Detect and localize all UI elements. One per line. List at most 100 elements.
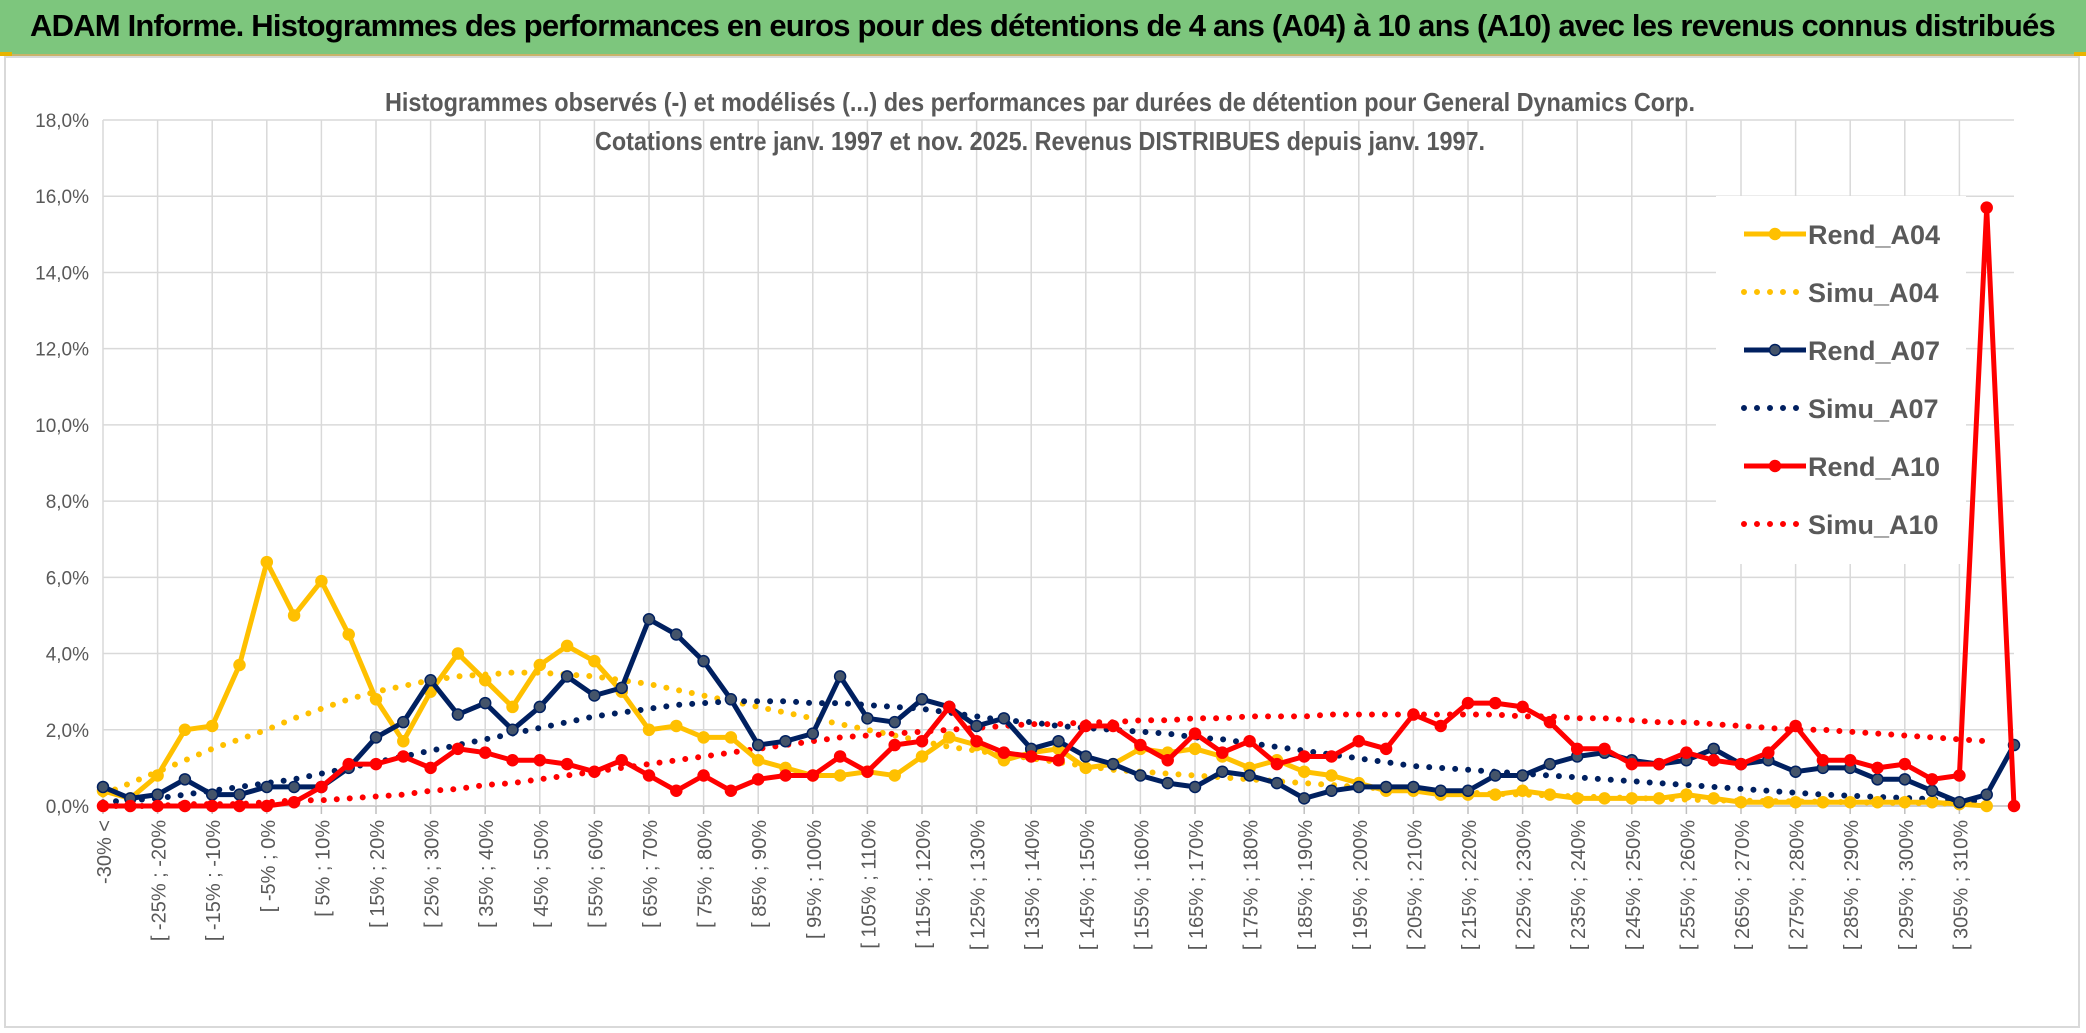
series-point-rend_a10 [342,757,355,771]
y-tick-label: 14,0% [35,263,89,284]
series-point-rend_a10 [1352,734,1366,748]
series-point-rend_a04 [533,658,547,672]
series-point-rend_a04 [1079,761,1093,775]
series-point-rend_a10 [806,769,820,782]
series-point-rend_a10 [697,769,710,782]
series-point-rend_a04 [1898,795,1912,809]
series-point-rend_a07 [260,780,274,794]
x-tick-label: [ 15% ; 20% [367,820,389,928]
series-point-rend_a07 [1707,742,1720,756]
series-point-rend_a10 [1734,757,1748,771]
y-tick-label: 2,0% [46,721,89,742]
series-point-rend_a10 [724,784,738,798]
series-point-rend_a10 [424,761,437,775]
series-point-rend_a10 [861,765,874,778]
x-tick-label: [ 215% ; 220% [1459,820,1481,950]
series-point-rend_a10 [233,799,246,813]
x-tick-label: [ 225% ; 230% [1514,820,1536,950]
corner-mark-left [0,52,12,56]
series-point-rend_a07 [1789,765,1802,778]
y-tick-label: 4,0% [46,645,89,666]
series-point-rend_a07 [424,673,437,687]
series-point-rend_a07 [205,788,219,801]
legend-marker [1768,343,1782,357]
x-tick-label: [ 185% ; 190% [1295,820,1317,950]
series-point-rend_a04 [1570,792,1584,805]
series-point-rend_a04 [1762,795,1775,809]
series-point-rend_a07 [1461,784,1475,798]
x-tick-label: [ 55% ; 60% [585,820,607,928]
series-point-rend_a04 [560,639,574,653]
legend-label-rend_a07: Rend_A07 [1808,336,1940,366]
series-point-rend_a04 [588,654,601,668]
x-tick-label: [ -5% ; 0% [258,820,280,912]
series-point-rend_a07 [96,780,110,794]
series-point-rend_a10 [560,757,574,771]
y-tick-label: 12,0% [35,340,89,361]
x-tick-label: [ 195% ; 200% [1350,820,1372,950]
legend-label-rend_a04: Rend_A04 [1808,220,1940,250]
series-point-rend_a04 [670,719,683,733]
series-point-rend_a04 [642,723,656,737]
series-point-rend_a04 [915,750,929,763]
series-point-rend_a04 [1543,788,1557,801]
x-tick-label: [ 5% ; 10% [312,820,334,917]
series-point-rend_a07 [615,681,628,695]
series-point-rend_a07 [233,788,246,801]
series-point-rend_a04 [1871,795,1884,809]
x-tick-label: [ 305% ; 310% [1950,820,1972,950]
legend-label-rend_a10: Rend_A10 [1808,452,1940,482]
series-point-rend_a07 [1079,750,1093,763]
series-point-rend_a10 [1134,738,1147,752]
series-point-rend_a07 [1953,795,1966,809]
series-point-rend_a10 [997,746,1011,759]
series-point-rend_a10 [1216,746,1229,759]
series-point-rend_a10 [1188,727,1202,740]
series-point-rend_a07 [178,773,192,786]
series-point-rend_a04 [260,555,274,569]
series-point-rend_a04 [1652,792,1666,805]
x-tick-label: [ 275% ; 280% [1787,820,1809,950]
x-tick-label: [ 205% ; 210% [1404,820,1426,950]
series-point-rend_a04 [506,700,519,714]
series-point-rend_a10 [1980,201,1993,214]
x-tick-label: [ 85% ; 90% [749,820,771,928]
x-tick-label: [ 65% ; 70% [640,820,662,928]
series-point-rend_a10 [1489,696,1502,710]
series-point-rend_a10 [1325,750,1338,763]
series-point-rend_a07 [1516,769,1529,782]
series-point-rend_a10 [1898,757,1912,771]
x-tick-label: [ 235% ; 240% [1568,820,1590,950]
series-point-rend_a04 [1625,792,1639,805]
series-point-rend_a07 [751,738,765,752]
series-point-rend_a10 [1407,708,1420,721]
series-point-rend_a07 [533,700,547,714]
y-axis: 0,0% 2,0% 4,0% 6,0% 8,0% 10,0% 12,0% 14,0% 16,0%… [35,111,89,818]
series-point-rend_a10 [1079,719,1093,733]
legend-marker [1768,227,1782,241]
series-point-rend_a10 [1516,700,1529,714]
y-tick-label: 18,0% [35,111,89,132]
series-line-simu_a07 [100,698,1990,806]
series-point-rend_a07 [697,654,710,668]
series-point-rend_a04 [943,731,956,744]
x-tick-label: [ 95% ; 100% [804,820,826,939]
series-point-rend_a07 [833,670,847,683]
x-tick-label: [ 295% ; 300% [1896,820,1918,950]
x-tick-label: [ 45% ; 50% [531,820,553,928]
series-point-rend_a04 [1598,792,1611,805]
series-point-rend_a10 [1270,757,1284,771]
series-point-rend_a04 [1816,795,1830,809]
legend-label-simu_a07: Simu_A07 [1808,394,1939,424]
series-point-rend_a07 [724,693,738,706]
series-point-rend_a07 [1434,784,1447,798]
series-point-rend_a04 [233,658,246,672]
series-point-rend_a07 [1325,784,1338,798]
chart-subtitle: Cotations entre janv. 1997 et nov. 2025.… [595,126,1485,156]
series-point-rend_a04 [397,734,410,748]
series-point-rend_a10 [1953,769,1966,782]
series-point-rend_a04 [1789,795,1802,809]
series-point-rend_a07 [1379,780,1393,794]
series-point-rend_a10 [1543,715,1557,729]
series-point-rend_a07 [1871,773,1884,786]
